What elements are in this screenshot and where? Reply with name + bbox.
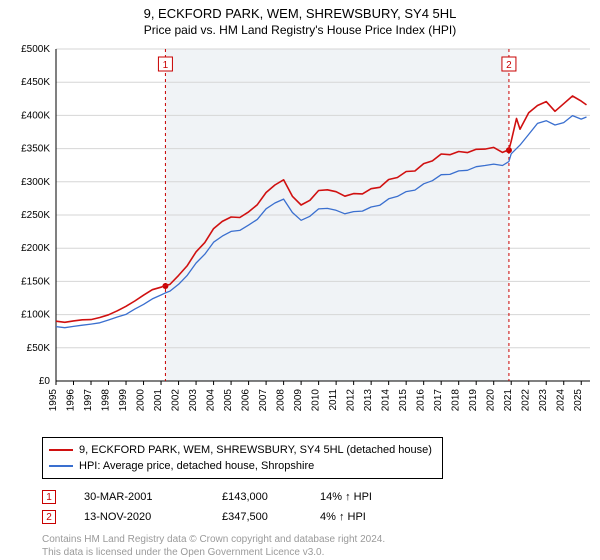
- chart-area: £0 £50K £100K £150K £200K £250K £300K £350K £400…: [0, 41, 600, 431]
- svg-text:1999: 1999: [118, 389, 129, 412]
- svg-text:£0: £0: [39, 376, 51, 387]
- svg-text:2011: 2011: [328, 389, 339, 411]
- legend-row-2: HPI: Average price, detached house, Shro…: [49, 458, 432, 474]
- svg-text:2006: 2006: [241, 389, 252, 412]
- svg-text:£200K: £200K: [21, 243, 50, 254]
- svg-text:£400K: £400K: [21, 110, 50, 121]
- svg-text:2017: 2017: [433, 389, 444, 412]
- svg-text:2016: 2016: [416, 389, 427, 412]
- footer: Contains HM Land Registry data © Crown c…: [42, 533, 600, 559]
- svg-text:2008: 2008: [276, 389, 287, 412]
- svg-text:2019: 2019: [468, 389, 479, 412]
- chart-svg: £0 £50K £100K £150K £200K £250K £300K £350K £400…: [0, 41, 600, 431]
- svg-text:£450K: £450K: [21, 77, 50, 88]
- svg-text:1: 1: [163, 60, 169, 71]
- chart-title: 9, ECKFORD PARK, WEM, SHREWSBURY, SY4 5H…: [0, 0, 600, 21]
- svg-text:2004: 2004: [206, 389, 217, 412]
- legend-label-1: 9, ECKFORD PARK, WEM, SHREWSBURY, SY4 5H…: [79, 444, 432, 456]
- svg-text:1996: 1996: [66, 389, 77, 412]
- svg-text:£100K: £100K: [21, 310, 50, 321]
- svg-text:£300K: £300K: [21, 177, 50, 188]
- svg-text:2005: 2005: [223, 389, 234, 412]
- event-hpi-2: 4% ↑ HPI: [320, 511, 400, 523]
- svg-text:2014: 2014: [381, 389, 392, 412]
- svg-text:2021: 2021: [503, 389, 514, 412]
- svg-text:2025: 2025: [573, 389, 584, 412]
- svg-text:2013: 2013: [363, 389, 374, 412]
- svg-text:1998: 1998: [101, 389, 112, 412]
- svg-text:2003: 2003: [188, 389, 199, 412]
- svg-text:2007: 2007: [258, 389, 269, 412]
- svg-text:£150K: £150K: [21, 276, 50, 287]
- svg-text:2024: 2024: [556, 389, 567, 412]
- svg-text:2000: 2000: [136, 389, 147, 412]
- event-badge-2: 2: [42, 510, 56, 524]
- event-price-2: £347,500: [222, 511, 292, 523]
- svg-text:1997: 1997: [83, 389, 94, 412]
- svg-text:£350K: £350K: [21, 144, 50, 155]
- svg-text:2015: 2015: [398, 389, 409, 412]
- legend-label-2: HPI: Average price, detached house, Shro…: [79, 460, 314, 472]
- svg-text:2020: 2020: [486, 389, 497, 412]
- svg-text:2009: 2009: [293, 389, 304, 412]
- svg-text:£500K: £500K: [21, 44, 50, 55]
- svg-text:£250K: £250K: [21, 210, 50, 221]
- svg-text:£50K: £50K: [27, 343, 51, 354]
- footer-line-2: This data is licensed under the Open Gov…: [42, 546, 600, 559]
- footer-line-1: Contains HM Land Registry data © Crown c…: [42, 533, 600, 546]
- svg-text:2010: 2010: [311, 389, 322, 412]
- event-date-2: 13-NOV-2020: [84, 511, 194, 523]
- event-date-1: 30-MAR-2001: [84, 491, 194, 503]
- legend: 9, ECKFORD PARK, WEM, SHREWSBURY, SY4 5H…: [42, 437, 443, 479]
- event-row-2: 2 13-NOV-2020 £347,500 4% ↑ HPI: [42, 507, 600, 527]
- svg-text:2002: 2002: [171, 389, 182, 412]
- svg-text:2: 2: [506, 60, 512, 71]
- event-badge-1: 1: [42, 490, 56, 504]
- svg-text:1995: 1995: [48, 389, 59, 412]
- svg-text:2012: 2012: [346, 389, 357, 412]
- legend-swatch-1: [49, 449, 73, 451]
- svg-text:2001: 2001: [153, 389, 164, 412]
- chart-subtitle: Price paid vs. HM Land Registry's House …: [0, 21, 600, 41]
- legend-row-1: 9, ECKFORD PARK, WEM, SHREWSBURY, SY4 5H…: [49, 442, 432, 458]
- legend-swatch-2: [49, 465, 73, 467]
- svg-text:2022: 2022: [521, 389, 532, 412]
- svg-text:2018: 2018: [451, 389, 462, 412]
- event-hpi-1: 14% ↑ HPI: [320, 491, 400, 503]
- event-row-1: 1 30-MAR-2001 £143,000 14% ↑ HPI: [42, 487, 600, 507]
- svg-text:2023: 2023: [538, 389, 549, 412]
- event-list: 1 30-MAR-2001 £143,000 14% ↑ HPI 2 13-NO…: [42, 487, 600, 527]
- event-price-1: £143,000: [222, 491, 292, 503]
